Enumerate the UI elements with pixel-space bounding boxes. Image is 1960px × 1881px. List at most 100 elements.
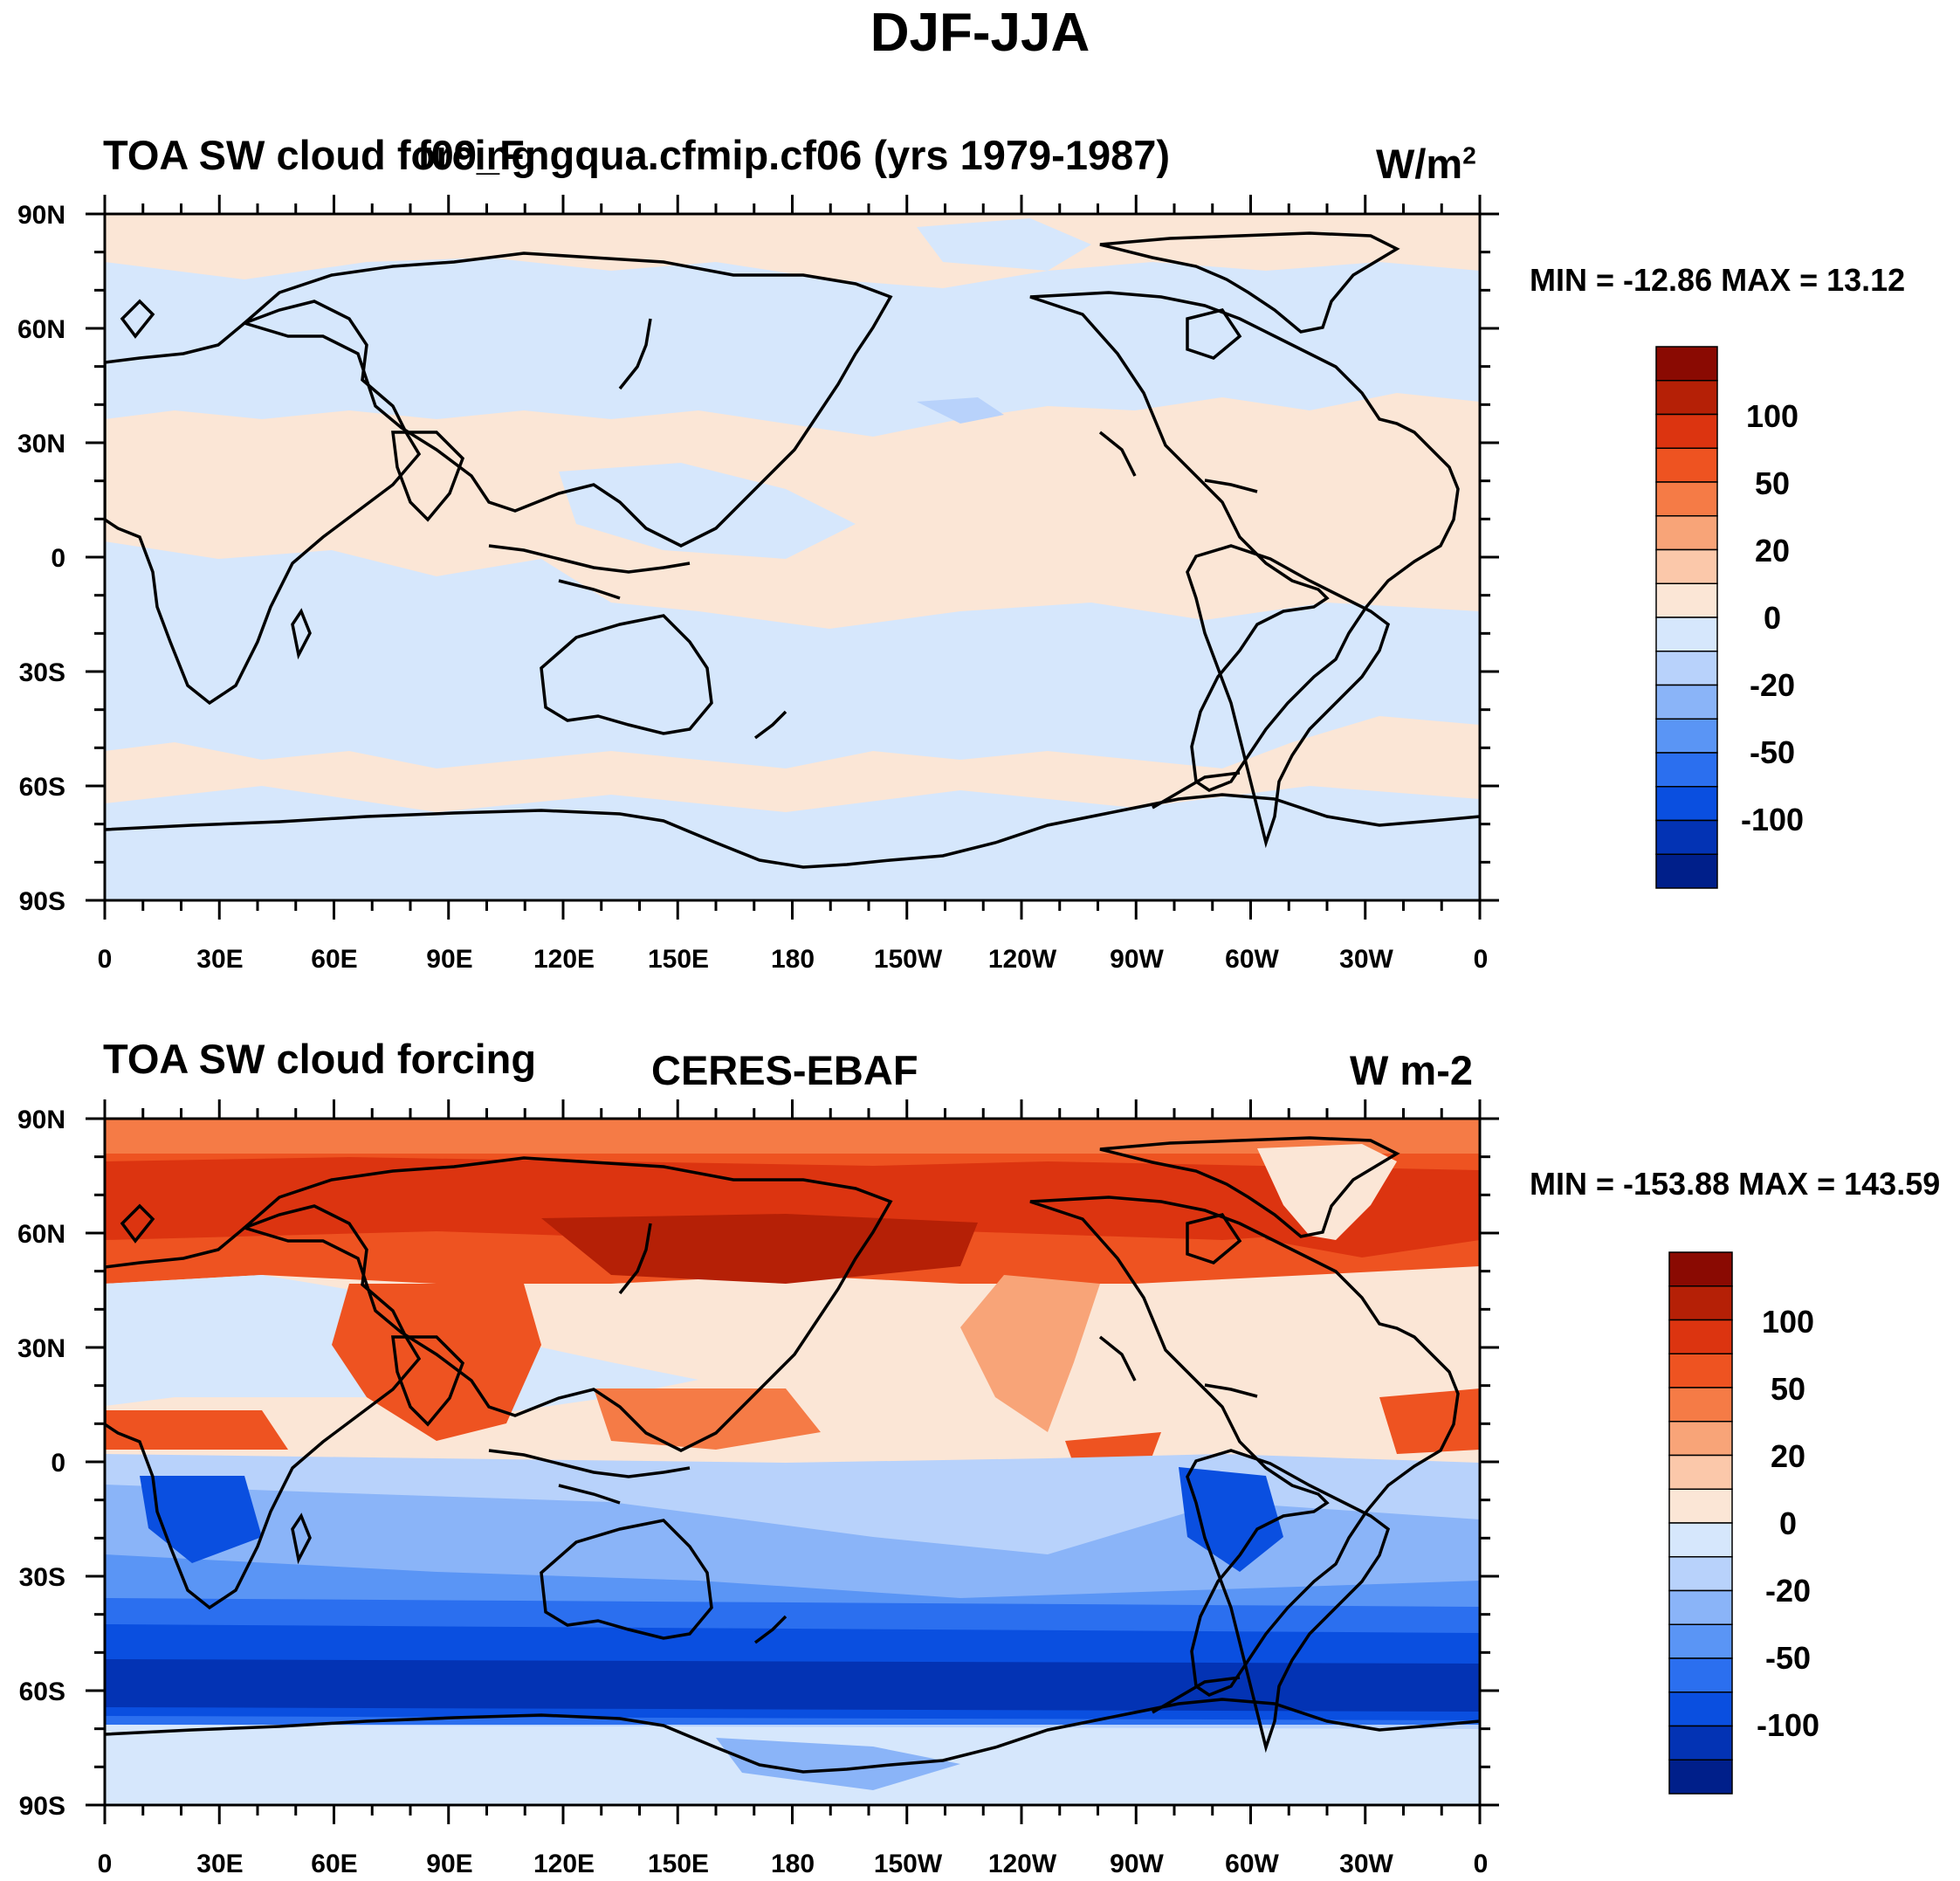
colorbar-swatch: [1668, 1251, 1733, 1287]
p2-lat-30s: 30S: [18, 1563, 65, 1592]
panel2-sh-blue5: [105, 1659, 1480, 1712]
panel1-min-max: MIN = -12.86 MAX = 13.12: [1530, 262, 1906, 298]
p2-lat-90s: 90S: [18, 1792, 65, 1821]
colorbar-swatch: [1668, 1522, 1733, 1558]
figure-title: DJF-JJA: [870, 3, 1090, 63]
colorbar-swatch: [1655, 718, 1718, 754]
p1-cbar-label-m50: -50: [1749, 734, 1796, 770]
p2-lat-60n: 60N: [17, 1220, 65, 1249]
colorbar-swatch: [1655, 515, 1718, 551]
p1-cbar-label-m100: -100: [1740, 802, 1805, 837]
p2-lon-180: 180: [770, 1850, 815, 1878]
colorbar-swatch: [1668, 1387, 1733, 1423]
p2-lon-120w: 120W: [987, 1850, 1057, 1878]
p1-lon-150w: 150W: [873, 945, 943, 974]
p1-lon-90w: 90W: [1110, 945, 1164, 974]
p2-cbar-label-20: 20: [1770, 1438, 1806, 1474]
panel2-min-max: MIN = -153.88 MAX = 143.59: [1530, 1166, 1941, 1202]
colorbar-swatch: [1655, 582, 1718, 618]
panel2-africa-red: [105, 1410, 288, 1450]
p2-cbar-label-0: 0: [1778, 1505, 1798, 1541]
panel1-blue-patch: [917, 397, 1004, 424]
colorbar-swatch: [1655, 853, 1718, 889]
p2-lon-90w: 90W: [1110, 1850, 1164, 1878]
colorbar-swatch: [1668, 1454, 1733, 1490]
p1-lat-90s: 90S: [18, 887, 65, 916]
colorbar-swatch: [1655, 447, 1718, 483]
colorbar-swatch: [1655, 346, 1718, 382]
colorbar-swatch: [1655, 380, 1718, 416]
p1-lat-90n: 90N: [17, 201, 65, 230]
panel2-greenland: [1257, 1144, 1397, 1240]
colorbar-swatch: [1655, 752, 1718, 788]
p2-lon-90e: 90E: [426, 1850, 473, 1878]
panel2-samerica-blue: [1179, 1467, 1283, 1572]
p2-lat-60s: 60S: [18, 1678, 65, 1706]
panel2-band-north-darkred: [105, 1157, 1480, 1240]
colorbar-swatch: [1668, 1725, 1733, 1760]
colorbar-swatch: [1668, 1759, 1733, 1795]
colorbar-swatch: [1668, 1319, 1733, 1354]
p2-lon-0-right: 0: [1473, 1850, 1489, 1878]
colorbar-swatch: [1655, 819, 1718, 855]
colorbar-swatch: [1668, 1285, 1733, 1321]
p1-lat-60n: 60N: [17, 315, 65, 344]
panel2-band-arctic: [105, 1119, 1480, 1154]
p1-cbar-label-m20: -20: [1749, 667, 1796, 703]
p1-lon-180: 180: [770, 945, 815, 974]
p1-lon-120w: 120W: [987, 945, 1057, 974]
panel1-colorbar: [1655, 346, 1718, 889]
colorbar-swatch: [1668, 1353, 1733, 1388]
panel2-antarctic-blue: [716, 1738, 960, 1790]
p1-lon-30e: 30E: [196, 945, 244, 974]
panel2-units: W m-2: [1350, 1047, 1473, 1093]
colorbar-swatch: [1655, 481, 1718, 517]
colorbar-swatch: [1668, 1488, 1733, 1524]
panel2-asia-monsoon: [332, 1284, 541, 1441]
colorbar-swatch: [1668, 1657, 1733, 1693]
p2-lon-60e: 60E: [311, 1850, 358, 1878]
panel1-ticks: [86, 195, 1499, 920]
colorbar-swatch: [1655, 413, 1718, 449]
p1-lon-60w: 60W: [1225, 945, 1279, 974]
p2-lon-60w: 60W: [1225, 1850, 1279, 1878]
p1-cbar-label-20: 20: [1754, 533, 1791, 568]
panel1-units: W/m2: [1376, 141, 1476, 187]
p1-lon-0: 0: [97, 945, 113, 974]
p2-lon-30w: 30W: [1339, 1850, 1393, 1878]
p2-lat-0: 0: [51, 1449, 65, 1478]
panel2-map: [105, 1119, 1480, 1805]
p1-cbar-label-100: 100: [1745, 398, 1799, 434]
colorbar-swatch: [1655, 617, 1718, 652]
colorbar-swatch: [1655, 786, 1718, 822]
panel2-epac-red: [960, 1275, 1100, 1432]
colorbar-swatch: [1668, 1692, 1733, 1727]
p2-lat-90n: 90N: [17, 1106, 65, 1134]
panel1-left-title: TOA SW cloud forcing: [103, 132, 537, 178]
p1-lon-150e: 150E: [647, 945, 710, 974]
p1-lat-30n: 30N: [17, 430, 65, 458]
colorbar-swatch: [1668, 1556, 1733, 1592]
p1-lat-0: 0: [51, 544, 65, 573]
p1-cbar-label-0: 0: [1763, 600, 1782, 636]
panel2-colorbar: [1668, 1251, 1733, 1795]
p2-lon-0: 0: [97, 1850, 113, 1878]
colorbar-swatch: [1668, 1589, 1733, 1625]
colorbar-swatch: [1655, 684, 1718, 720]
p1-lon-0-right: 0: [1473, 945, 1489, 974]
colorbar-swatch: [1655, 651, 1718, 686]
p1-lat-30s: 30S: [18, 658, 65, 687]
p1-lon-30w: 30W: [1339, 945, 1393, 974]
panel2-safrica-blue: [140, 1476, 262, 1563]
colorbar-swatch: [1655, 548, 1718, 584]
colorbar-swatch: [1668, 1623, 1733, 1659]
panel1-center-title: f09_Fngqua.cfmip.cf06 (yrs 1979-1987): [417, 132, 1171, 178]
panel2-atl-red: [1379, 1388, 1480, 1454]
panel2-left-title: TOA SW cloud forcing: [103, 1036, 537, 1082]
colorbar-swatch: [1668, 1421, 1733, 1457]
p2-lon-150e: 150E: [647, 1850, 710, 1878]
p2-cbar-label-50: 50: [1770, 1371, 1806, 1407]
p1-cbar-label-50: 50: [1754, 465, 1791, 501]
panel1-map: [105, 214, 1480, 900]
